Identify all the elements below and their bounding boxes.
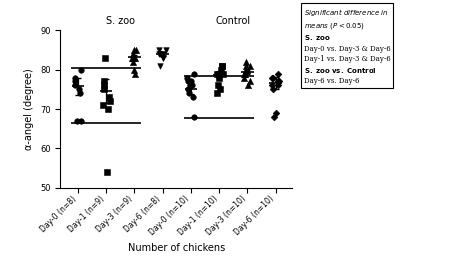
Y-axis label: α-angel (degree): α-angel (degree)	[25, 68, 34, 150]
Point	[162, 48, 169, 52]
Text: Control: Control	[215, 17, 250, 26]
Point	[105, 95, 112, 99]
Point	[268, 83, 275, 87]
Point	[275, 79, 282, 84]
Point	[242, 67, 250, 72]
Point	[73, 119, 81, 123]
Point	[131, 56, 138, 60]
Point	[71, 79, 79, 84]
Point	[156, 48, 163, 52]
Point	[213, 71, 220, 76]
Point	[159, 56, 167, 60]
Point	[184, 79, 191, 84]
Point	[130, 48, 138, 52]
Point	[71, 75, 78, 80]
Point	[100, 83, 107, 87]
Point	[269, 115, 277, 119]
Point	[216, 87, 224, 92]
Point	[75, 87, 82, 92]
Point	[188, 83, 195, 87]
Point	[242, 60, 250, 64]
Point	[128, 56, 135, 60]
Point	[244, 83, 251, 87]
Point	[159, 52, 167, 56]
Point	[241, 63, 249, 68]
Point	[106, 99, 113, 103]
Point	[218, 63, 225, 68]
Point	[156, 52, 163, 56]
Point	[269, 87, 276, 92]
Point	[129, 56, 136, 60]
Point	[99, 103, 106, 107]
Point	[183, 75, 191, 80]
Point	[159, 56, 166, 60]
Point	[274, 71, 281, 76]
Point	[186, 83, 194, 87]
Point	[103, 170, 110, 174]
Point	[272, 111, 279, 115]
Text: $\bf{\it{Significant\ difference\ in}}$
$\bf{\it{means\ (P<0.05)}}$
$\bf{S.\ zoo: $\bf{\it{Significant\ difference\ in}}$ …	[303, 7, 390, 85]
Point	[219, 71, 226, 76]
Point	[215, 71, 223, 76]
Point	[213, 83, 221, 87]
Point	[104, 107, 111, 111]
X-axis label: Number of chickens: Number of chickens	[127, 243, 225, 253]
Point	[100, 79, 107, 84]
Point	[101, 56, 108, 60]
Point	[217, 67, 225, 72]
Point	[190, 71, 197, 76]
Point	[129, 60, 136, 64]
Point	[71, 83, 79, 87]
Point	[100, 87, 107, 92]
Point	[77, 67, 84, 72]
Point	[240, 71, 247, 76]
Point	[156, 63, 164, 68]
Point	[268, 75, 275, 80]
Point	[246, 79, 254, 84]
Text: S. zoo: S. zoo	[106, 17, 134, 26]
Point	[274, 83, 281, 87]
Point	[218, 63, 225, 68]
Point	[269, 75, 276, 80]
Point	[190, 115, 198, 119]
Point	[131, 71, 138, 76]
Point	[130, 67, 138, 72]
Point	[130, 52, 137, 56]
Point	[189, 95, 196, 99]
Point	[77, 119, 85, 123]
Point	[215, 75, 223, 80]
Point	[273, 79, 281, 84]
Point	[184, 87, 191, 92]
Point	[155, 52, 163, 56]
Point	[132, 48, 140, 52]
Point	[213, 91, 220, 95]
Point	[241, 71, 248, 76]
Point	[245, 63, 253, 68]
Point	[187, 79, 194, 84]
Point	[76, 91, 83, 95]
Point	[185, 91, 193, 95]
Point	[240, 75, 248, 80]
Point	[242, 67, 249, 72]
